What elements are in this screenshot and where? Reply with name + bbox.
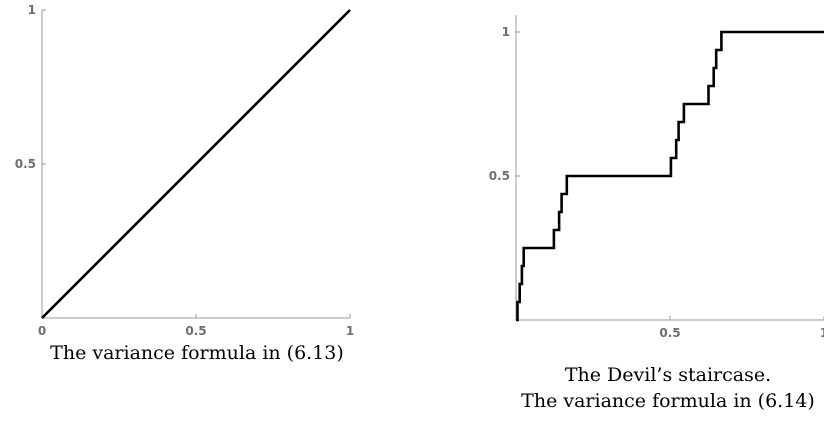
x-tick-label-right: 1	[820, 326, 824, 340]
x-tick-label-left: 1	[346, 324, 354, 338]
right-ticks: 0.5 1 0.5 1	[489, 25, 824, 340]
x-tick-label-left: 0	[38, 324, 46, 338]
y-tick-label-right: 0.5	[489, 169, 510, 183]
chart-right: 0.5 1 0.5 1 The Devil’s staircase. The vari…	[489, 15, 824, 412]
chart-left: 0 0.5 1 0.5 1 The variance formula in (6.13)	[15, 3, 354, 364]
x-tick-label-right: 0.5	[659, 326, 680, 340]
series-line-right	[516, 30, 824, 322]
left-ticks: 0 0.5 1 0.5 1	[15, 3, 354, 338]
y-tick-label-right: 1	[502, 25, 510, 39]
x-tick-label-left: 0.5	[185, 324, 206, 338]
series-line-left	[41, 9, 351, 319]
y-tick-label-left: 1	[28, 3, 36, 17]
caption-left: The variance formula in (6.13)	[50, 342, 344, 364]
y-tick-label-left: 0.5	[15, 157, 36, 171]
caption-right-line1: The Devil’s staircase.	[565, 364, 771, 386]
caption-right-line2: The variance formula in (6.14)	[521, 390, 815, 412]
